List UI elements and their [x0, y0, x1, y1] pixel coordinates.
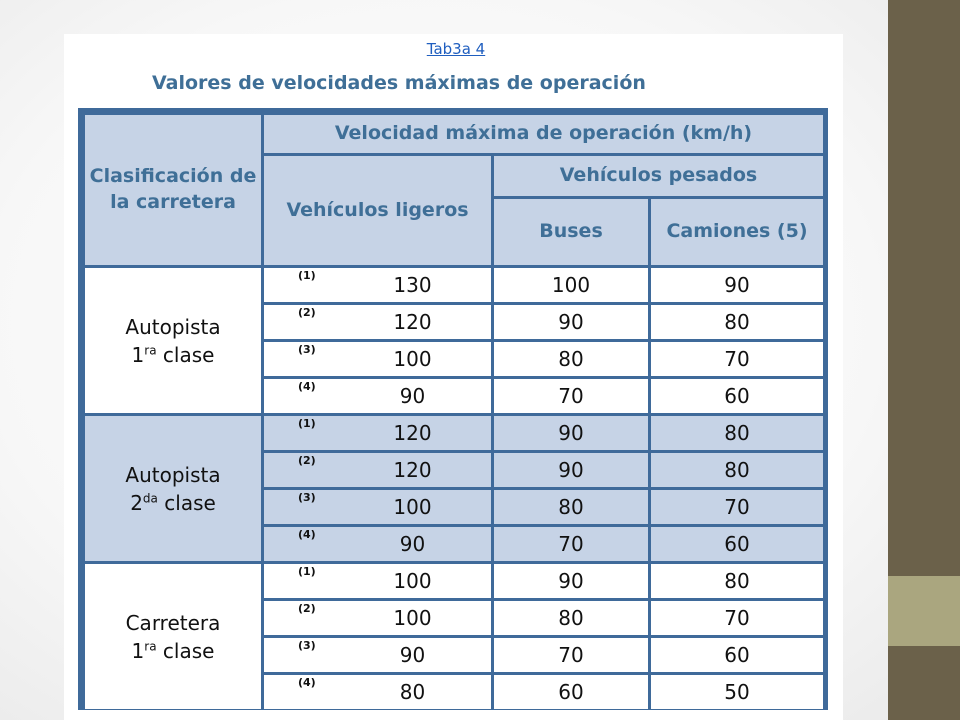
table-row: (2) 100 80 70 — [85, 601, 823, 635]
header-light-vehicles: Vehículos ligeros — [264, 156, 491, 265]
truck-speed: 80 — [651, 416, 823, 450]
row-mark: (3) — [298, 639, 316, 652]
bus-speed: 90 — [494, 305, 648, 339]
light-vehicle-speed-cell: (2) 120 — [264, 305, 491, 339]
table-row: Autopista 1ra clase (1) 130 100 90 — [85, 268, 823, 413]
table-row: (3) 100 80 70 — [85, 342, 823, 376]
group-label-num: 1 — [131, 638, 145, 663]
row-mark: (4) — [298, 528, 316, 541]
group-label-rest: clase — [156, 638, 215, 663]
truck-speed: 70 — [651, 490, 823, 524]
light-vehicle-speed: 100 — [393, 347, 432, 371]
group-label-sup: ra — [144, 342, 157, 357]
truck-speed: 80 — [651, 305, 823, 339]
row-mark: (3) — [298, 343, 316, 356]
truck-speed: 70 — [651, 601, 823, 635]
truck-speed: 60 — [651, 527, 823, 561]
side-decor-accent — [888, 576, 960, 646]
light-vehicle-speed-cell: (2) 100 — [264, 601, 491, 635]
group-label-rest: clase — [156, 342, 215, 367]
row-mark: (3) — [298, 491, 316, 504]
group-label-type: Carretera — [125, 610, 221, 635]
light-vehicle-speed: 90 — [399, 384, 426, 408]
light-vehicle-speed-cell: (3) 90 — [264, 638, 491, 672]
table-row: (4) 90 70 60 — [85, 527, 823, 561]
row-mark: (1) — [298, 269, 316, 282]
row-mark: (4) — [298, 676, 316, 689]
bus-speed: 80 — [494, 342, 648, 376]
table-row: (3) 90 70 60 — [85, 638, 823, 672]
light-vehicle-speed: 90 — [399, 643, 426, 667]
table-row: (4) 90 70 60 — [85, 379, 823, 413]
group-label: Autopista 1ra clase — [85, 268, 261, 413]
truck-speed: 60 — [651, 638, 823, 672]
group-label: Carretera 1ra clase — [85, 564, 261, 709]
light-vehicle-speed-cell: (4) 80 — [264, 675, 491, 709]
bus-speed: 90 — [494, 564, 648, 598]
row-mark: (4) — [298, 380, 316, 393]
light-vehicle-speed: 80 — [399, 680, 426, 704]
light-vehicle-speed-cell: (3) 100 — [264, 490, 491, 524]
table-row: (4) 80 60 50 — [85, 675, 823, 709]
header-buses: Buses — [494, 199, 648, 265]
truck-speed: 80 — [651, 564, 823, 598]
bus-speed: 100 — [494, 268, 648, 302]
truck-speed: 60 — [651, 379, 823, 413]
light-vehicle-speed-cell: (2) 120 — [264, 453, 491, 487]
header-trucks: Camiones (5) — [651, 199, 823, 265]
table-row: (2) 120 90 80 — [85, 453, 823, 487]
light-vehicle-speed: 100 — [393, 495, 432, 519]
header-heavy-vehicles: Vehículos pesados — [494, 156, 823, 196]
light-vehicle-speed: 100 — [393, 569, 432, 593]
light-vehicle-speed-cell: (3) 100 — [264, 342, 491, 376]
group-label: Autopista 2da clase — [85, 416, 261, 561]
row-mark: (1) — [298, 565, 316, 578]
group-label-sup: da — [142, 490, 158, 505]
slide-content: Tab3a 4 Valores de velocidades máximas d… — [64, 34, 843, 720]
table-row: (3) 100 80 70 — [85, 490, 823, 524]
bus-speed: 70 — [494, 379, 648, 413]
bus-speed: 70 — [494, 638, 648, 672]
header-classification: Clasificación de la carretera — [85, 115, 261, 265]
row-mark: (1) — [298, 417, 316, 430]
bus-speed: 70 — [494, 527, 648, 561]
bus-speed: 90 — [494, 453, 648, 487]
light-vehicle-speed: 100 — [393, 606, 432, 630]
group-label-sup: ra — [144, 638, 157, 653]
speed-table: Clasificación de la carretera Velocidad … — [82, 112, 826, 712]
truck-speed: 80 — [651, 453, 823, 487]
light-vehicle-speed-cell: (4) 90 — [264, 379, 491, 413]
light-vehicle-speed-cell: (1) 120 — [264, 416, 491, 450]
bus-speed: 80 — [494, 490, 648, 524]
light-vehicle-speed: 120 — [393, 421, 432, 445]
light-vehicle-speed-cell: (1) 100 — [264, 564, 491, 598]
light-vehicle-speed: 130 — [393, 273, 432, 297]
light-vehicle-speed-cell: (4) 90 — [264, 527, 491, 561]
group-label-num: 1 — [131, 342, 145, 367]
row-mark: (2) — [298, 602, 316, 615]
bus-speed: 80 — [494, 601, 648, 635]
group-label-num: 2 — [130, 490, 143, 515]
light-vehicle-speed: 90 — [399, 532, 426, 556]
group-label-type: Autopista — [125, 462, 221, 487]
group-label-rest: clase — [157, 490, 216, 515]
light-vehicle-speed-cell: (1) 130 — [264, 268, 491, 302]
table-title: Valores de velocidades máximas de operac… — [152, 72, 646, 94]
light-vehicle-speed: 120 — [393, 458, 432, 482]
table-row: (2) 120 90 80 — [85, 305, 823, 339]
bus-speed: 90 — [494, 416, 648, 450]
speed-table-frame: Clasificación de la carretera Velocidad … — [78, 108, 828, 710]
table-row: Carretera 1ra clase (1) 100 90 80 — [85, 564, 823, 709]
group-label-type: Autopista — [125, 314, 221, 339]
tab-link[interactable]: Tab3a 4 — [426, 40, 486, 58]
row-mark: (2) — [298, 454, 316, 467]
truck-speed: 50 — [651, 675, 823, 709]
table-row: Autopista 2da clase (1) 120 90 80 — [85, 416, 823, 561]
truck-speed: 90 — [651, 268, 823, 302]
header-velocity: Velocidad máxima de operación (km/h) — [264, 115, 823, 153]
truck-speed: 70 — [651, 342, 823, 376]
light-vehicle-speed: 120 — [393, 310, 432, 334]
row-mark: (2) — [298, 306, 316, 319]
bus-speed: 60 — [494, 675, 648, 709]
